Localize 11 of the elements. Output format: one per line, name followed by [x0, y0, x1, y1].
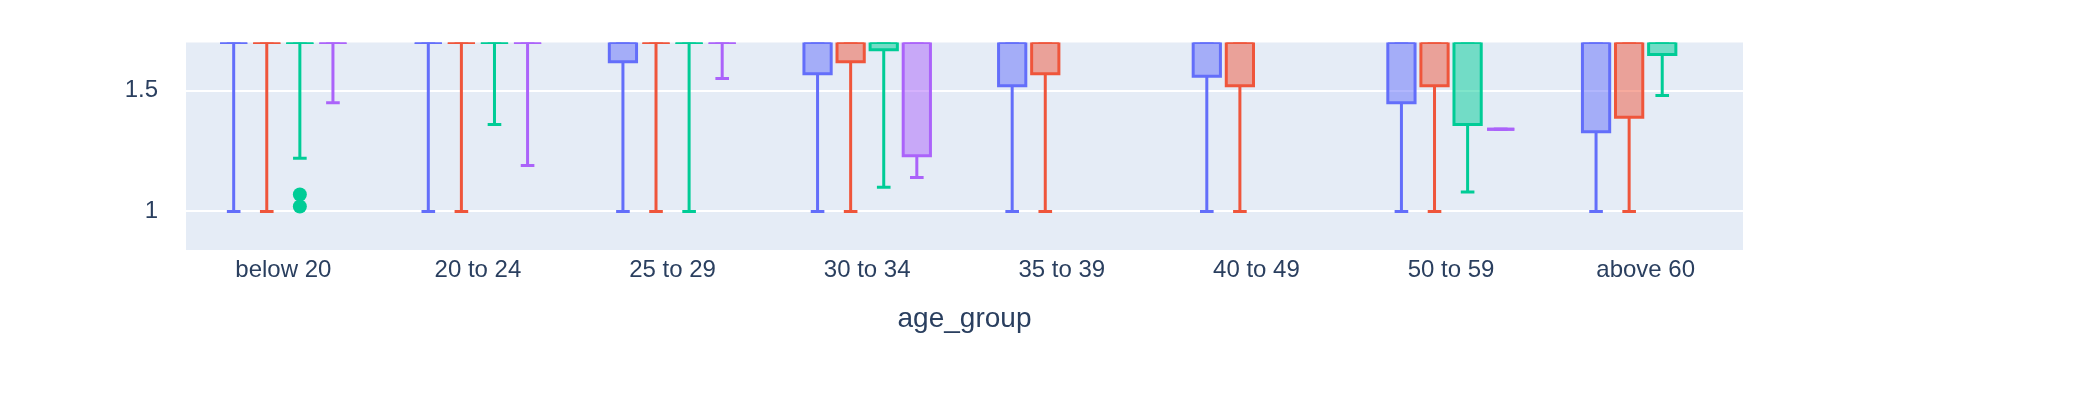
x-tick-label: above 60: [1596, 255, 1696, 283]
x-tick-label: 20 to 24: [434, 255, 522, 283]
x-tick-label: below 20: [235, 255, 332, 283]
y-tick-label: 1.5: [124, 75, 158, 103]
x-tick-label: 40 to 49: [1213, 255, 1300, 283]
x-axis-title: age_group: [897, 301, 1032, 333]
x-tick-label: 50 to 59: [1407, 255, 1495, 283]
y-tick-label: 1: [144, 196, 158, 223]
x-tick-label: 30 to 34: [823, 255, 911, 283]
x-tick-label: 35 to 39: [1018, 255, 1106, 283]
x-tick-label: 25 to 29: [629, 255, 716, 283]
